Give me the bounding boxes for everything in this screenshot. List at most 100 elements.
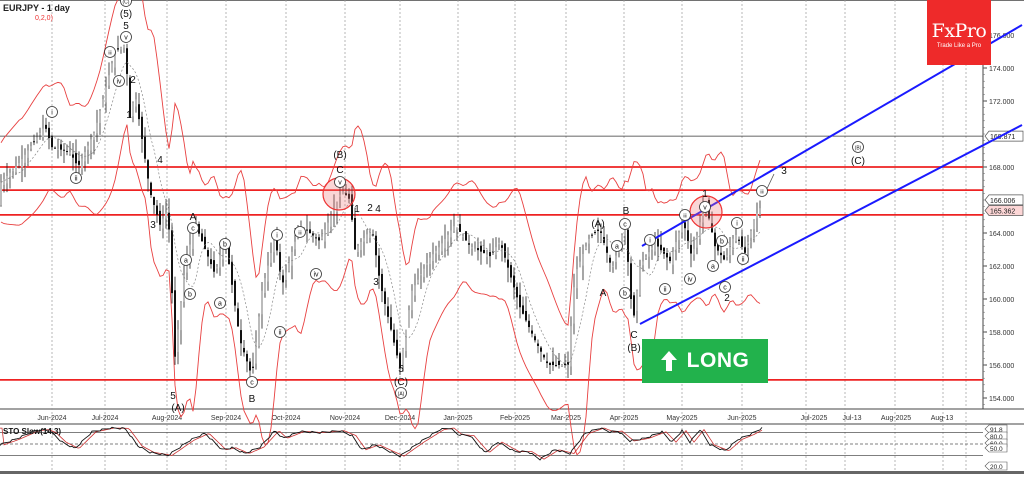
svg-text:158.000: 158.000 bbox=[989, 330, 1014, 337]
logo-tagline: Trade Like a Pro bbox=[936, 43, 982, 49]
moving-average-line bbox=[0, 61, 761, 366]
sto-main-line bbox=[0, 426, 763, 461]
svg-text:2: 2 bbox=[367, 203, 373, 214]
svg-text:i: i bbox=[736, 221, 738, 228]
svg-text:156.000: 156.000 bbox=[989, 363, 1014, 370]
svg-text:ii: ii bbox=[741, 257, 745, 264]
svg-text:(C): (C) bbox=[851, 156, 865, 167]
svg-text:Sep-2024: Sep-2024 bbox=[211, 415, 241, 422]
svg-text:i: i bbox=[51, 110, 53, 117]
svg-text:B: B bbox=[623, 206, 630, 217]
svg-text:c: c bbox=[250, 380, 254, 387]
stochastic-oscillator: 91.880.060.050.020.0 bbox=[0, 424, 1008, 471]
svg-text:165.362: 165.362 bbox=[990, 209, 1015, 216]
svg-text:iii: iii bbox=[108, 51, 111, 57]
svg-text:iv: iv bbox=[116, 79, 122, 86]
svg-text:Aug-2025: Aug-2025 bbox=[881, 415, 911, 422]
svg-text:2: 2 bbox=[724, 293, 730, 304]
svg-text:iii: iii bbox=[298, 231, 301, 237]
svg-text:Jun-2024: Jun-2024 bbox=[37, 415, 66, 422]
svg-text:iii: iii bbox=[760, 190, 763, 196]
svg-text:1: 1 bbox=[354, 204, 360, 215]
svg-text:91.8: 91.8 bbox=[990, 427, 1003, 434]
svg-text:3: 3 bbox=[150, 220, 156, 231]
price-marker: 166.006 bbox=[984, 194, 1024, 206]
svg-text:20.0: 20.0 bbox=[990, 464, 1003, 471]
svg-text:(C): (C) bbox=[123, 0, 130, 6]
svg-text:160.000: 160.000 bbox=[989, 297, 1014, 304]
svg-text:a: a bbox=[615, 244, 619, 251]
svg-text:v: v bbox=[703, 205, 707, 212]
svg-text:Oct-2024: Oct-2024 bbox=[272, 415, 301, 422]
svg-text:v: v bbox=[124, 35, 128, 42]
svg-text:Jul-13: Jul-13 bbox=[842, 415, 861, 422]
fxpro-logo: FxPro Trade Like a Pro bbox=[927, 0, 991, 65]
svg-text:a: a bbox=[711, 264, 715, 271]
svg-text:Jul-2025: Jul-2025 bbox=[801, 415, 828, 422]
svg-text:Jun-2025: Jun-2025 bbox=[727, 415, 756, 422]
svg-text:c: c bbox=[191, 226, 195, 233]
svg-text:i: i bbox=[649, 238, 651, 245]
svg-text:v: v bbox=[338, 180, 342, 187]
price-axis: 176.000174.000172.000168.000164.000162.0… bbox=[983, 8, 1024, 405]
svg-text:iii: iii bbox=[683, 214, 686, 220]
svg-text:A: A bbox=[600, 288, 607, 299]
upper-band-line bbox=[0, 0, 761, 327]
svg-text:(A): (A) bbox=[171, 403, 184, 414]
svg-text:5: 5 bbox=[123, 21, 129, 32]
svg-text:(B): (B) bbox=[855, 146, 862, 152]
svg-text:c: c bbox=[723, 285, 727, 292]
svg-text:Aug-13: Aug-13 bbox=[931, 415, 954, 422]
svg-text:a: a bbox=[184, 258, 188, 265]
svg-text:3: 3 bbox=[373, 277, 379, 288]
svg-text:ii: ii bbox=[74, 176, 78, 183]
svg-text:2: 2 bbox=[130, 75, 136, 86]
oscillator-label: STO Slow(14,3) bbox=[3, 427, 62, 436]
svg-text:Mar-2025: Mar-2025 bbox=[551, 415, 581, 422]
long-signal-badge: LONG bbox=[642, 339, 768, 383]
svg-text:a: a bbox=[218, 301, 222, 308]
svg-text:169.871: 169.871 bbox=[990, 134, 1015, 141]
logo-brand: FxPro bbox=[931, 20, 987, 42]
svg-text:ii: ii bbox=[278, 330, 282, 337]
svg-text:(B): (B) bbox=[333, 150, 346, 161]
svg-text:5: 5 bbox=[170, 391, 176, 402]
svg-text:May-2025: May-2025 bbox=[666, 415, 697, 422]
channel-lower-line bbox=[639, 124, 1023, 325]
svg-text:A: A bbox=[190, 212, 197, 223]
svg-text:Feb-2025: Feb-2025 bbox=[500, 415, 530, 422]
svg-text:iv: iv bbox=[313, 272, 319, 279]
arrow-up-icon bbox=[660, 351, 677, 371]
svg-text:Jan-2025: Jan-2025 bbox=[443, 415, 472, 422]
svg-text:174.000: 174.000 bbox=[989, 66, 1014, 73]
svg-text:168.000: 168.000 bbox=[989, 165, 1014, 172]
sto-signal-line bbox=[0, 427, 763, 460]
svg-text:(A): (A) bbox=[398, 392, 405, 398]
svg-text:3: 3 bbox=[781, 166, 787, 177]
svg-text:154.000: 154.000 bbox=[989, 396, 1014, 403]
svg-text:4: 4 bbox=[157, 155, 163, 166]
svg-text:c: c bbox=[623, 222, 627, 229]
time-axis: Jun-2024 Jul-2024 Aug-2024 Sep-2024 Oct-2024… bbox=[37, 415, 953, 422]
price-marker: 169.871 bbox=[984, 130, 1024, 142]
svg-text:C: C bbox=[630, 330, 637, 341]
svg-text:80.0: 80.0 bbox=[990, 434, 1003, 441]
svg-text:5: 5 bbox=[398, 364, 404, 375]
svg-text:Dec-2024: Dec-2024 bbox=[385, 415, 415, 422]
svg-text:ii: ii bbox=[663, 287, 667, 294]
svg-text:(A): (A) bbox=[591, 219, 604, 230]
svg-text:4: 4 bbox=[375, 204, 381, 215]
svg-text:(B): (B) bbox=[627, 343, 640, 354]
svg-text:162.000: 162.000 bbox=[989, 264, 1014, 271]
svg-text:b: b bbox=[623, 291, 627, 298]
signal-label: LONG bbox=[686, 349, 750, 372]
svg-text:B: B bbox=[249, 394, 256, 405]
svg-text:166.006: 166.006 bbox=[990, 198, 1015, 205]
svg-text:iv: iv bbox=[687, 277, 693, 284]
svg-text:Apr-2025: Apr-2025 bbox=[610, 415, 639, 422]
svg-text:1: 1 bbox=[126, 110, 132, 121]
svg-text:b: b bbox=[720, 239, 724, 246]
candlesticks bbox=[0, 35, 761, 380]
chart-title: EURJPY - 1 day bbox=[3, 3, 70, 13]
